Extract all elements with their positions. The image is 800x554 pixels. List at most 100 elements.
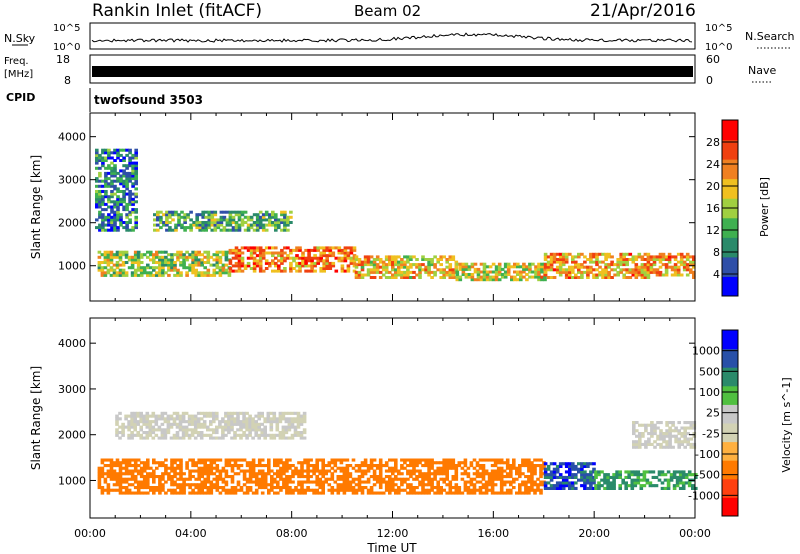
power-cell bbox=[225, 228, 230, 232]
power-cell bbox=[295, 248, 299, 252]
power-cell bbox=[182, 253, 186, 257]
velocity-cell bbox=[218, 422, 222, 426]
power-cell bbox=[107, 215, 111, 219]
velocity-cell bbox=[184, 411, 189, 415]
power-cell bbox=[204, 215, 208, 219]
power-cell bbox=[625, 276, 629, 279]
velocity-cell bbox=[606, 478, 610, 482]
time-tick-label: 00:00 bbox=[679, 527, 711, 540]
power-cell bbox=[516, 278, 520, 282]
power-cell bbox=[631, 255, 636, 259]
velocity-cell bbox=[678, 475, 683, 479]
velocity-cell bbox=[197, 458, 201, 462]
velocity-cell bbox=[163, 420, 168, 424]
freq-strip-frame bbox=[89, 54, 696, 84]
velocity-cell bbox=[164, 472, 168, 476]
velocity-cell bbox=[653, 440, 657, 444]
velocity-cell bbox=[388, 458, 392, 462]
velocity-cell bbox=[306, 461, 310, 465]
power-cell bbox=[107, 223, 111, 227]
power-cell bbox=[183, 228, 187, 232]
power-cell bbox=[136, 266, 141, 270]
velocity-cell bbox=[245, 420, 249, 424]
power-cell bbox=[500, 273, 505, 276]
power-cell bbox=[436, 268, 440, 272]
velocity-cell bbox=[146, 483, 150, 487]
velocity-cell bbox=[315, 461, 319, 465]
velocity-cell bbox=[184, 433, 189, 437]
power-colorbar-segment bbox=[722, 139, 738, 160]
velocity-cell bbox=[348, 486, 353, 490]
power-cell bbox=[261, 228, 266, 232]
velocity-cell bbox=[580, 478, 584, 482]
velocity-cell bbox=[245, 422, 249, 426]
velocity-cell bbox=[284, 425, 289, 429]
power-cell bbox=[186, 226, 190, 230]
velocity-cell bbox=[291, 469, 295, 473]
power-cell bbox=[246, 218, 251, 222]
velocity-cell bbox=[139, 469, 144, 473]
velocity-cell bbox=[481, 469, 486, 473]
velocity-cell bbox=[242, 431, 246, 435]
velocity-cell bbox=[103, 458, 108, 462]
power-cell bbox=[289, 267, 293, 270]
velocity-cell bbox=[568, 464, 572, 468]
power-cell bbox=[555, 252, 560, 256]
velocity-cell bbox=[136, 486, 141, 490]
power-cell bbox=[258, 254, 263, 258]
power-cell bbox=[215, 263, 220, 267]
velocity-cell bbox=[597, 473, 601, 477]
velocity-cell bbox=[115, 475, 120, 479]
power-cell bbox=[448, 255, 453, 259]
velocity-cell bbox=[558, 462, 563, 466]
velocity-cell bbox=[665, 445, 669, 449]
velocity-cell bbox=[681, 475, 686, 479]
velocity-cell bbox=[555, 467, 560, 471]
velocity-cell bbox=[330, 477, 335, 481]
power-cell bbox=[274, 213, 278, 217]
power-cell bbox=[418, 270, 422, 274]
velocity-cell bbox=[327, 469, 332, 473]
power-cell bbox=[673, 258, 678, 261]
velocity-cell bbox=[665, 432, 669, 436]
velocity-cell bbox=[242, 425, 246, 429]
power-cell bbox=[237, 264, 242, 268]
power-cell bbox=[249, 248, 254, 252]
velocity-cell bbox=[549, 478, 554, 482]
velocity-cell bbox=[109, 488, 114, 492]
power-cell bbox=[340, 251, 345, 255]
power-cell bbox=[531, 275, 535, 279]
velocity-cell bbox=[275, 425, 280, 429]
velocity-cell bbox=[248, 475, 253, 479]
power-cell bbox=[439, 268, 443, 272]
velocity-cell bbox=[487, 480, 492, 484]
velocity-cell bbox=[505, 461, 510, 465]
power-cell bbox=[173, 261, 177, 264]
velocity-cell bbox=[300, 488, 304, 492]
power-cell bbox=[366, 270, 371, 274]
power-cell bbox=[109, 253, 114, 257]
velocity-cell bbox=[509, 491, 513, 495]
velocity-cell bbox=[176, 466, 180, 470]
power-cell bbox=[107, 151, 111, 155]
power-cell bbox=[185, 271, 189, 275]
velocity-cell bbox=[638, 423, 642, 427]
velocity-cell bbox=[179, 472, 183, 476]
velocity-cell bbox=[287, 411, 292, 415]
power-cell bbox=[283, 226, 287, 230]
velocity-cell bbox=[603, 478, 607, 482]
velocity-cell bbox=[415, 461, 419, 465]
velocity-cell bbox=[139, 486, 144, 490]
velocity-cell bbox=[391, 466, 395, 470]
velocity-cell bbox=[530, 488, 534, 492]
power-cell bbox=[381, 268, 386, 272]
power-cell bbox=[136, 250, 141, 254]
power-cell bbox=[372, 268, 377, 272]
velocity-cell bbox=[675, 470, 680, 474]
velocity-cell bbox=[170, 477, 174, 481]
power-cell bbox=[119, 190, 123, 193]
velocity-cell bbox=[133, 433, 137, 437]
power-cell bbox=[485, 278, 490, 282]
velocity-cell bbox=[245, 488, 250, 492]
velocity-cell bbox=[594, 484, 598, 488]
